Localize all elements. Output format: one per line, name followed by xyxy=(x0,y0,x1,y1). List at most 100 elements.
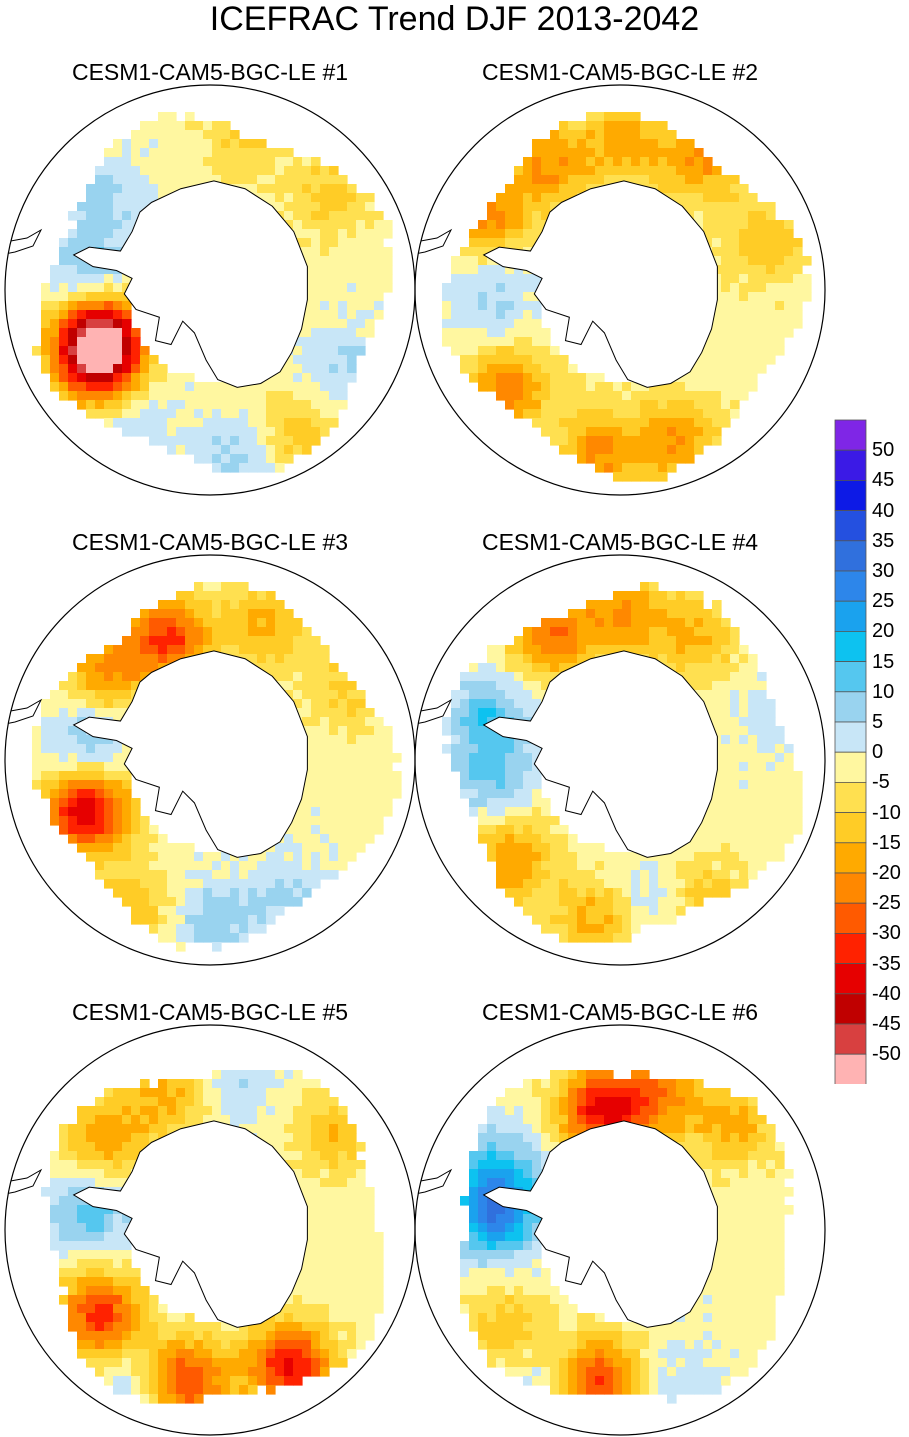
trend-cell xyxy=(68,1124,78,1134)
trend-cell xyxy=(496,1250,506,1260)
trend-cell xyxy=(293,1331,303,1341)
trend-cell xyxy=(221,148,231,158)
trend-cell xyxy=(649,879,659,889)
trend-cell xyxy=(248,148,258,158)
trend-cell xyxy=(505,645,515,655)
trend-cell xyxy=(59,355,69,365)
trend-cell xyxy=(140,1340,150,1350)
trend-cell xyxy=(532,175,542,185)
trend-cell xyxy=(631,418,641,428)
trend-cell xyxy=(338,1349,348,1359)
trend-cell xyxy=(649,1115,659,1125)
trend-cell xyxy=(757,1250,767,1260)
trend-cell xyxy=(257,148,267,158)
trend-cell xyxy=(356,762,366,772)
trend-cell xyxy=(586,861,596,871)
trend-cell xyxy=(568,1070,578,1080)
trend-cell xyxy=(212,1097,222,1107)
trend-cell xyxy=(487,708,497,718)
trend-cell xyxy=(275,1142,285,1152)
trend-cell xyxy=(131,672,141,682)
trend-cell xyxy=(748,1124,758,1134)
trend-cell xyxy=(266,870,276,880)
trend-cell xyxy=(122,789,132,799)
trend-cell xyxy=(712,870,722,880)
trend-cell xyxy=(329,663,339,673)
trend-cell xyxy=(505,1295,515,1305)
trend-cell xyxy=(622,400,632,410)
trend-cell xyxy=(658,157,668,167)
trend-cell xyxy=(532,409,542,419)
trend-cell xyxy=(451,744,461,754)
trend-cell xyxy=(460,753,470,763)
trend-cell xyxy=(338,202,348,212)
trend-cell xyxy=(748,789,758,799)
trend-cell xyxy=(757,834,767,844)
trend-cell xyxy=(541,409,551,419)
trend-cell xyxy=(356,690,366,700)
trend-cell xyxy=(460,762,470,772)
trend-cell xyxy=(50,753,60,763)
trend-cell xyxy=(712,1097,722,1107)
trend-cell xyxy=(86,319,96,329)
trend-cell xyxy=(676,1133,686,1143)
trend-cell xyxy=(59,1223,69,1233)
trend-cell xyxy=(149,436,159,446)
trend-cell xyxy=(667,888,677,898)
trend-cell xyxy=(532,1277,542,1287)
trend-cell xyxy=(131,1331,141,1341)
trend-cell xyxy=(95,1349,105,1359)
trend-cell xyxy=(577,618,587,628)
trend-cell xyxy=(667,166,677,176)
trend-cell xyxy=(523,166,533,176)
trend-cell xyxy=(721,337,731,347)
trend-cell xyxy=(275,897,285,907)
trend-cell xyxy=(595,112,605,122)
trend-cell xyxy=(311,247,321,257)
trend-cell xyxy=(514,1088,524,1098)
trend-cell xyxy=(194,636,204,646)
trend-cell xyxy=(95,220,105,230)
trend-cell xyxy=(50,1178,60,1188)
trend-cell xyxy=(739,1124,749,1134)
trend-cell xyxy=(95,301,105,311)
trend-cell xyxy=(460,1286,470,1296)
trend-cell xyxy=(685,672,695,682)
trend-cell xyxy=(167,645,177,655)
trend-cell xyxy=(122,870,132,880)
trend-cell xyxy=(541,861,551,871)
trend-cell xyxy=(311,364,321,374)
trend-cell xyxy=(532,346,542,356)
trend-cell xyxy=(505,852,515,862)
trend-cell xyxy=(50,1151,60,1161)
trend-cell xyxy=(478,681,488,691)
trend-cell xyxy=(122,373,132,383)
trend-cell xyxy=(730,879,740,889)
trend-cell xyxy=(739,283,749,293)
trend-cell xyxy=(514,1115,524,1125)
trend-cell xyxy=(311,391,321,401)
trend-cell xyxy=(113,789,123,799)
trend-cell xyxy=(595,645,605,655)
trend-cell xyxy=(185,906,195,916)
trend-cell xyxy=(347,247,357,257)
trend-cell xyxy=(77,1205,87,1215)
trend-cell xyxy=(523,744,533,754)
trend-cell xyxy=(338,726,348,736)
trend-cell xyxy=(532,1295,542,1305)
trend-cell xyxy=(541,157,551,167)
trend-cell xyxy=(356,780,366,790)
trend-cell xyxy=(185,1313,195,1323)
trend-cell xyxy=(523,1313,533,1323)
trend-cell xyxy=(86,1304,96,1314)
trend-cell xyxy=(95,1151,105,1161)
trend-cell xyxy=(104,1232,114,1242)
trend-cell xyxy=(59,1151,69,1161)
trend-cell xyxy=(739,1196,749,1206)
trend-cell xyxy=(748,301,758,311)
trend-cell xyxy=(658,600,668,610)
trend-cell xyxy=(514,328,524,338)
trend-cell xyxy=(194,1322,204,1332)
trend-cell xyxy=(113,1178,123,1188)
trend-cell xyxy=(86,1151,96,1161)
